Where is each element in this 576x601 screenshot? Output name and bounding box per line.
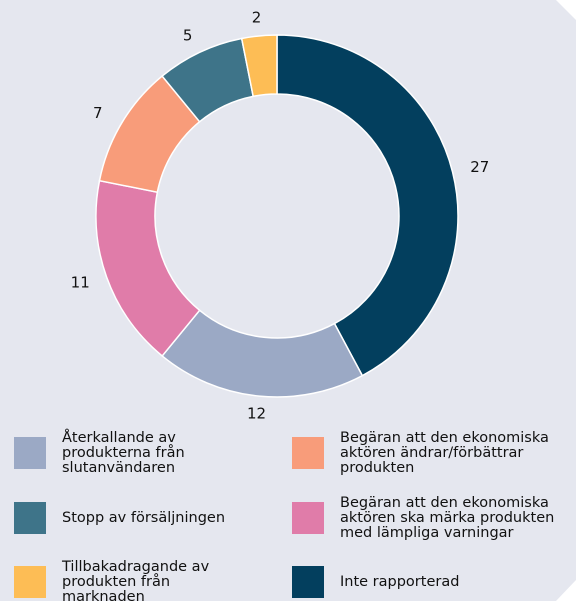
legend-swatch — [292, 502, 324, 534]
legend-item: Inte rapporterad — [292, 554, 576, 601]
data-label: 7 — [93, 104, 103, 122]
legend-label: Inte rapporterad — [340, 573, 460, 590]
legend-label: Begäran att den ekonomiska aktören ska m… — [340, 494, 555, 541]
data-label: 2 — [252, 8, 262, 26]
data-label: 27 — [470, 158, 489, 176]
legend-item: Stopp av försäljningen — [14, 490, 237, 546]
legend-item: Tillbakadragande av produkten från markn… — [14, 554, 237, 601]
donut-slice — [240, 34, 278, 98]
legend-swatch — [14, 437, 46, 469]
legend-swatch — [292, 566, 324, 598]
legend-swatch — [14, 502, 46, 534]
legend-swatch — [292, 437, 324, 469]
legend-label: Återkallande av produkterna från slutanv… — [62, 429, 185, 476]
legend-item: Begäran att den ekonomiska aktören ändra… — [292, 425, 576, 481]
data-label: 12 — [247, 405, 266, 423]
legend-swatch — [14, 566, 46, 598]
legend-item: Begäran att den ekonomiska aktören ska m… — [292, 490, 576, 546]
legend-label: Stopp av försäljningen — [62, 509, 226, 526]
donut-slice — [276, 34, 459, 377]
legend-label: Tillbakadragande av produkten från markn… — [62, 558, 210, 601]
legend-item: Återkallande av produkterna från slutanv… — [14, 425, 237, 481]
data-label: 11 — [71, 274, 90, 292]
data-label: 5 — [183, 27, 193, 45]
legend-label: Begäran att den ekonomiska aktören ändra… — [340, 429, 549, 476]
